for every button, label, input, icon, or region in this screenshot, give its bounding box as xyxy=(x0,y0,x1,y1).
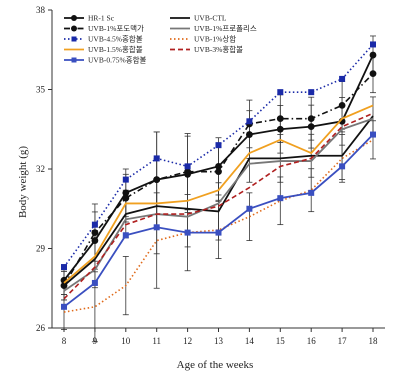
x-tick-label: 12 xyxy=(183,336,192,346)
data-point xyxy=(60,282,68,289)
x-tick-label: 8 xyxy=(62,336,67,346)
data-point xyxy=(369,51,377,59)
legend-label: UVB-1%프로폴리스 xyxy=(194,24,257,33)
legend-entry: UVB-1.5%홍합볼 xyxy=(64,44,143,54)
series-8 xyxy=(61,131,376,310)
x-tick-label: 16 xyxy=(307,336,317,346)
y-axis-title: Body weight (g) xyxy=(17,146,29,218)
series-3 xyxy=(63,117,374,292)
x-axis-title: Age of the weeks xyxy=(177,359,254,371)
x-tick-label: 18 xyxy=(369,336,379,346)
data-point xyxy=(370,131,376,138)
data-point xyxy=(215,229,222,236)
data-point xyxy=(122,232,129,239)
data-point xyxy=(277,195,284,202)
data-point xyxy=(61,264,67,271)
series-4 xyxy=(61,41,376,271)
legend-entry: UVB-0.75%홍합볼 xyxy=(64,55,147,65)
data-point xyxy=(184,229,191,236)
x-tick-label: 11 xyxy=(152,336,161,346)
legend-marker xyxy=(71,57,77,63)
data-point xyxy=(122,176,129,183)
series-1 xyxy=(63,115,374,287)
legend-entry: HR-1 Sc xyxy=(64,14,115,23)
x-tick-label: 14 xyxy=(245,336,255,346)
series-line xyxy=(63,117,374,292)
legend-entry: UVB-3%홍합볼 xyxy=(170,44,243,54)
x-tick-label: 15 xyxy=(276,336,286,346)
data-point xyxy=(339,163,346,170)
y-tick-label: 29 xyxy=(36,244,46,254)
x-tick-label: 13 xyxy=(214,336,224,346)
data-point xyxy=(91,229,99,237)
y-tick-label: 26 xyxy=(36,323,46,333)
data-point xyxy=(307,115,315,123)
data-point xyxy=(339,75,346,82)
legend-label: UVB-3%홍합볼 xyxy=(194,44,243,54)
data-point xyxy=(246,205,253,212)
x-tick-label: 17 xyxy=(338,336,348,346)
data-point xyxy=(338,102,346,109)
data-point xyxy=(91,279,98,286)
series-layer xyxy=(60,41,377,313)
legend-label: UVB-CTL xyxy=(194,14,227,23)
data-point xyxy=(215,168,222,176)
legend-label: HR-1 Sc xyxy=(88,14,115,23)
legend-entry: UVB-CTL xyxy=(170,14,227,23)
data-point xyxy=(215,162,222,170)
data-point xyxy=(246,131,253,138)
series-line xyxy=(63,112,374,300)
data-point xyxy=(308,189,315,196)
series-line xyxy=(63,104,374,284)
data-point xyxy=(215,142,222,149)
series-line xyxy=(63,115,374,287)
data-point xyxy=(122,194,130,202)
series-line xyxy=(63,139,374,313)
data-point xyxy=(153,176,161,184)
data-point xyxy=(91,221,98,228)
data-point xyxy=(184,163,191,170)
data-point xyxy=(277,89,284,96)
series-5 xyxy=(63,139,374,313)
series-line xyxy=(63,43,374,268)
series-2 xyxy=(60,70,377,289)
x-tick-label: 9 xyxy=(93,336,98,346)
data-point xyxy=(91,237,99,244)
legend-marker xyxy=(71,15,77,21)
y-tick-label: 32 xyxy=(36,164,45,174)
data-point xyxy=(276,125,284,133)
axes xyxy=(48,9,385,332)
legend-label: UVB-1%상합 xyxy=(194,34,236,44)
legend-entry: UVB-4.5%홍합볼 xyxy=(64,34,143,44)
data-point xyxy=(307,123,315,130)
data-point xyxy=(122,189,130,197)
y-tick-label: 38 xyxy=(36,5,46,15)
data-point xyxy=(276,115,284,123)
y-tick-label: 35 xyxy=(36,85,46,95)
legend-entry: UVB-1%상합 xyxy=(170,34,236,44)
legend-label: UVB-4.5%홍합볼 xyxy=(88,34,143,44)
legend-marker xyxy=(71,36,77,42)
legend-entry: UVB-1%프로폴리스 xyxy=(170,24,257,33)
tick-labels: 26 29 32 35 38 8 9 10 11 12 13 14 15 16 17 18 xyxy=(36,5,378,346)
data-point xyxy=(61,303,67,310)
data-point xyxy=(153,155,160,162)
legend-label: UVB-0.75%홍합볼 xyxy=(88,55,147,65)
legend-label: UVB-1.5%홍합볼 xyxy=(88,44,143,54)
legend-marker xyxy=(71,25,77,32)
series-6 xyxy=(63,104,374,284)
data-point xyxy=(246,118,253,125)
x-tick-label: 10 xyxy=(121,336,131,346)
data-point xyxy=(369,70,377,77)
legend-entry: UVB-1%포도맥가 xyxy=(64,23,144,33)
legend: HR-1 Sc UVB-CTL UVB-1%포도맥가 UVB-1%프로폴리스 UVB-4… xyxy=(64,14,257,65)
legend-label: UVB-1%포도맥가 xyxy=(88,23,144,33)
data-point xyxy=(153,224,160,231)
data-point xyxy=(184,168,192,176)
data-point xyxy=(370,41,376,48)
series-7 xyxy=(63,112,374,300)
data-point xyxy=(308,89,315,96)
